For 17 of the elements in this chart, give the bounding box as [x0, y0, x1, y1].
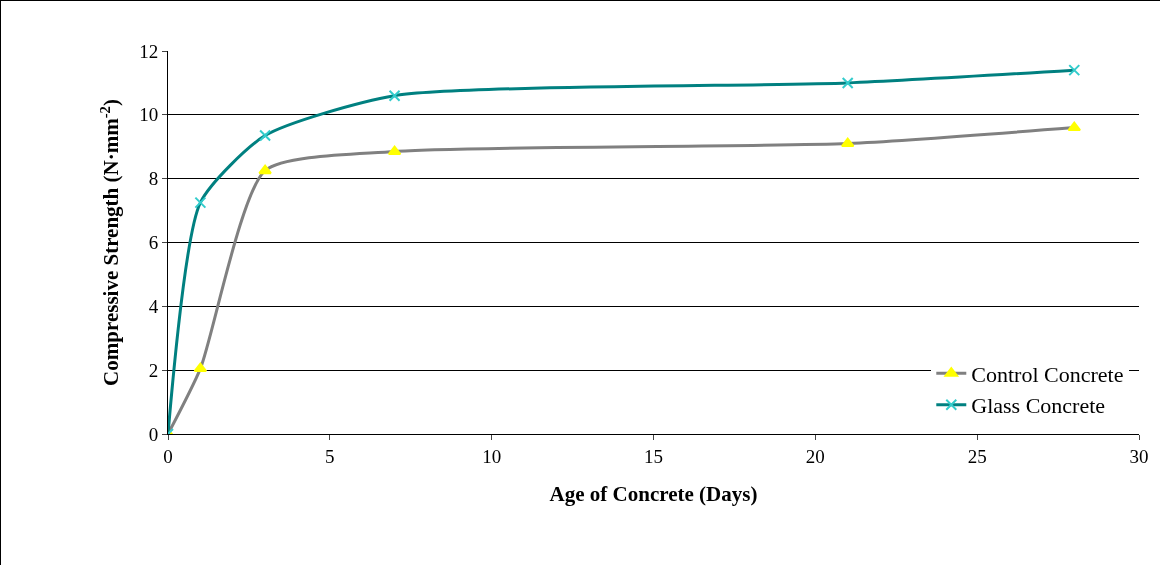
y-tick-label: 0 — [148, 423, 159, 445]
y-tick-label: 4 — [148, 295, 159, 317]
x-tick-label: 15 — [644, 445, 663, 467]
x-tick-label: 30 — [1129, 445, 1149, 467]
y-tick-label: 12 — [139, 40, 159, 62]
y-tick-label: 8 — [148, 168, 159, 190]
x-tick-label: 20 — [805, 445, 825, 467]
y-tick-label: 6 — [148, 232, 159, 254]
y-tick-label: 10 — [139, 104, 159, 126]
x-tick-label: 25 — [967, 445, 987, 467]
x-axis-title: Age of Concrete (Days) — [549, 482, 758, 506]
legend-label: Control Concrete — [971, 361, 1124, 387]
x-tick-label: 5 — [325, 445, 335, 467]
legend-label: Glass Concrete — [971, 393, 1106, 419]
x-tick-label: 0 — [163, 445, 173, 467]
x-tick-label: 10 — [482, 445, 502, 467]
y-tick-label: 2 — [148, 359, 159, 381]
